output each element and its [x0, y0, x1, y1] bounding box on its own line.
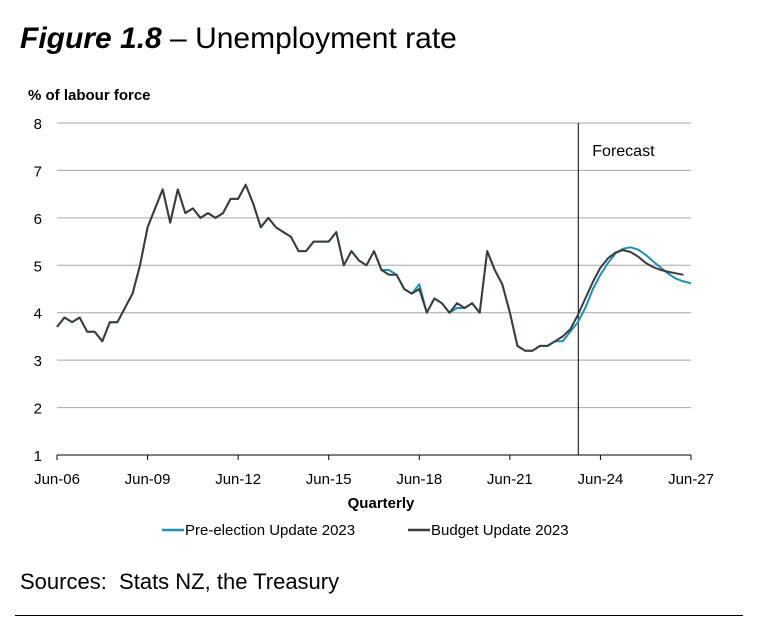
x-tick-label: Jun-18	[396, 471, 442, 488]
x-tick-label: Jun-27	[668, 471, 714, 488]
y-tick-label: 7	[34, 163, 42, 180]
forecast-label: Forecast	[592, 143, 655, 160]
y-tick-label: 1	[34, 448, 42, 465]
series-lines	[56, 183, 692, 352]
x-tick-label: Jun-24	[577, 471, 623, 488]
x-tick-label: Jun-12	[215, 471, 261, 488]
legend-label: Budget Update 2023	[431, 522, 569, 539]
bottom-rule	[15, 615, 743, 616]
figure-title-text: – Unemployment rate	[161, 22, 457, 55]
y-tick-labels: 1 2 3 4 5 6 7 8	[34, 116, 42, 465]
x-axis-label: Quarterly	[348, 495, 415, 512]
x-tick-label: Jun-09	[125, 471, 171, 488]
series-line-1	[56, 183, 692, 352]
y-tick-label: 2	[34, 401, 42, 418]
legend: Pre-election Update 2023 Budget Update 20…	[162, 522, 569, 539]
x-tick-label: Jun-06	[34, 471, 80, 488]
x-tick-label: Jun-15	[306, 471, 352, 488]
x-tick-label: Jun-21	[487, 471, 533, 488]
legend-label: Pre-election Update 2023	[185, 522, 355, 539]
y-tick-label: 6	[34, 211, 42, 228]
y-tick-label: 8	[34, 116, 42, 133]
y-axis-label: % of labour force	[28, 87, 151, 104]
x-tick-labels: Jun-06 Jun-09 Jun-12 Jun-15 Jun-18 Jun-21 Jun-…	[34, 471, 714, 488]
figure-label: Figure 1.8	[20, 22, 162, 55]
grid-lines	[56, 122, 692, 460]
sources-note: Sources: Stats NZ, the Treasury	[20, 569, 340, 594]
figure-title: Figure 1.8 – Unemployment rate	[20, 22, 457, 56]
y-tick-label: 5	[34, 258, 42, 275]
y-tick-label: 4	[34, 306, 42, 323]
series-line-2	[56, 183, 684, 352]
y-tick-label: 3	[34, 353, 42, 370]
